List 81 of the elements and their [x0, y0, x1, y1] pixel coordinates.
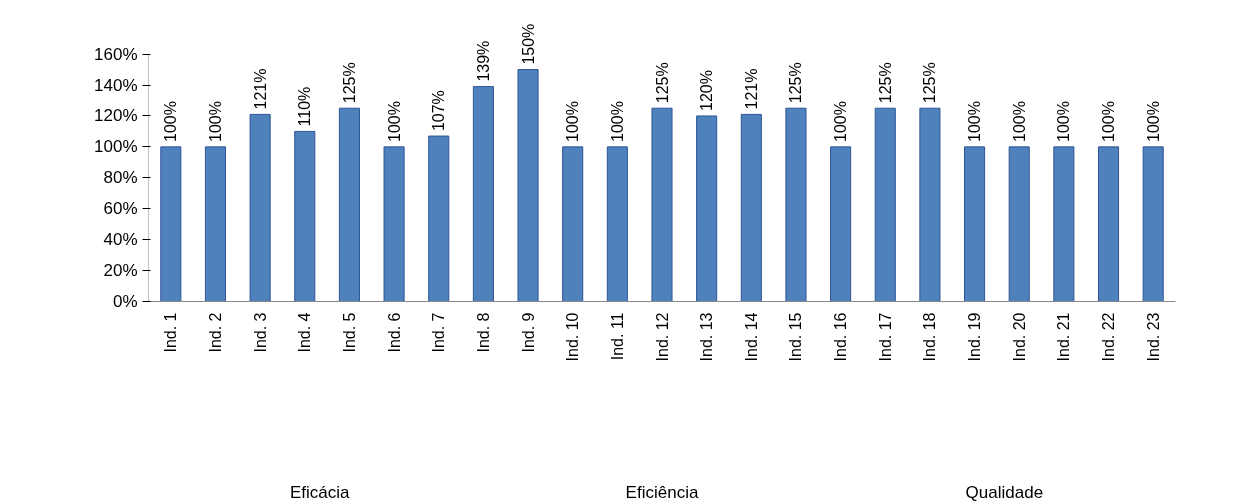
x-tick-label: Ind. 1	[162, 312, 180, 353]
bar	[204, 146, 227, 302]
y-tick-label: 120%	[94, 106, 138, 126]
x-tick-label: Ind. 21	[1055, 312, 1073, 362]
data-label: 120%	[698, 70, 716, 111]
x-tick-label: Ind. 19	[966, 312, 984, 362]
x-tick-label: Ind. 16	[832, 312, 850, 362]
data-label: 100%	[564, 101, 582, 142]
bar	[1053, 146, 1075, 302]
x-tick-label: Ind. 17	[876, 312, 894, 362]
data-label: 125%	[340, 62, 358, 104]
bar	[919, 107, 941, 302]
x-tick-label: Ind. 2	[206, 312, 224, 353]
x-tick-label: Ind. 3	[251, 312, 269, 353]
bar	[249, 113, 271, 302]
data-label: 100%	[385, 101, 403, 142]
data-label: 121%	[742, 68, 760, 110]
bar	[294, 130, 316, 302]
data-label: 110%	[296, 86, 314, 127]
bar	[472, 86, 494, 302]
y-tick-label: 100%	[94, 137, 138, 157]
bar	[606, 146, 628, 302]
data-label: 100%	[1055, 101, 1073, 142]
bar	[830, 146, 852, 302]
bar	[338, 107, 360, 302]
x-tick-label: Ind. 13	[698, 312, 716, 362]
data-label: 100%	[832, 101, 850, 142]
x-tick-label: Ind. 22	[1100, 312, 1118, 362]
y-tick-label: 60%	[103, 199, 138, 219]
y-tick-label: 0%	[112, 292, 138, 311]
x-tick-label: Ind. 12	[653, 312, 671, 362]
x-tick-label: Ind. 6	[385, 312, 403, 353]
y-tick-label: 80%	[103, 168, 138, 188]
x-tick-label: Ind. 15	[787, 312, 805, 362]
bar	[785, 107, 807, 302]
bar	[1142, 146, 1164, 302]
y-tick-label: 160%	[94, 44, 138, 64]
bar	[562, 146, 584, 302]
data-label: 125%	[787, 62, 805, 104]
text: Eficiência	[625, 482, 699, 502]
text: Eficácia	[289, 482, 350, 502]
x-tick-label: Ind. 11	[608, 312, 626, 361]
x-tick-label: Ind. 7	[430, 312, 448, 353]
x-tick-label: Ind. 5	[340, 312, 358, 353]
x-tick-label: Ind. 4	[296, 312, 314, 353]
x-tick-label: Ind. 8	[474, 312, 492, 353]
bar	[1097, 146, 1120, 302]
y-tick-label: 40%	[103, 230, 138, 250]
y-tick-label: 140%	[94, 75, 138, 95]
bar	[1008, 146, 1030, 302]
data-label: 121%	[251, 68, 269, 110]
data-label: 125%	[876, 62, 894, 104]
x-tick-label: Ind. 9	[519, 312, 537, 353]
x-tick-label: Ind. 18	[921, 312, 939, 362]
data-label: 100%	[966, 101, 984, 142]
data-label: 107%	[430, 90, 448, 132]
data-label: 100%	[1144, 101, 1162, 142]
bar	[160, 146, 182, 302]
text: Qualidade	[965, 482, 1044, 502]
data-label: 100%	[162, 101, 180, 142]
x-tick-label: Ind. 14	[742, 312, 760, 362]
data-label: 150%	[519, 23, 537, 65]
bar	[964, 146, 986, 302]
bar	[696, 115, 718, 302]
bar	[874, 107, 896, 302]
data-label: 125%	[653, 62, 671, 104]
x-tick-label: Ind. 23	[1144, 312, 1162, 362]
bar	[517, 69, 539, 302]
x-tick-label: Ind. 20	[1010, 312, 1028, 362]
x-tick-label: Ind. 10	[564, 312, 582, 362]
data-label: 100%	[1010, 101, 1028, 142]
bar	[383, 146, 405, 302]
data-label: 125%	[921, 62, 939, 104]
data-label: 100%	[608, 101, 626, 142]
bar	[651, 107, 673, 302]
data-label: 100%	[206, 101, 224, 142]
y-tick-label: 20%	[103, 261, 138, 281]
bar	[740, 113, 762, 302]
data-label: 139%	[474, 40, 492, 82]
data-label: 100%	[1100, 101, 1118, 142]
bar	[428, 135, 450, 302]
